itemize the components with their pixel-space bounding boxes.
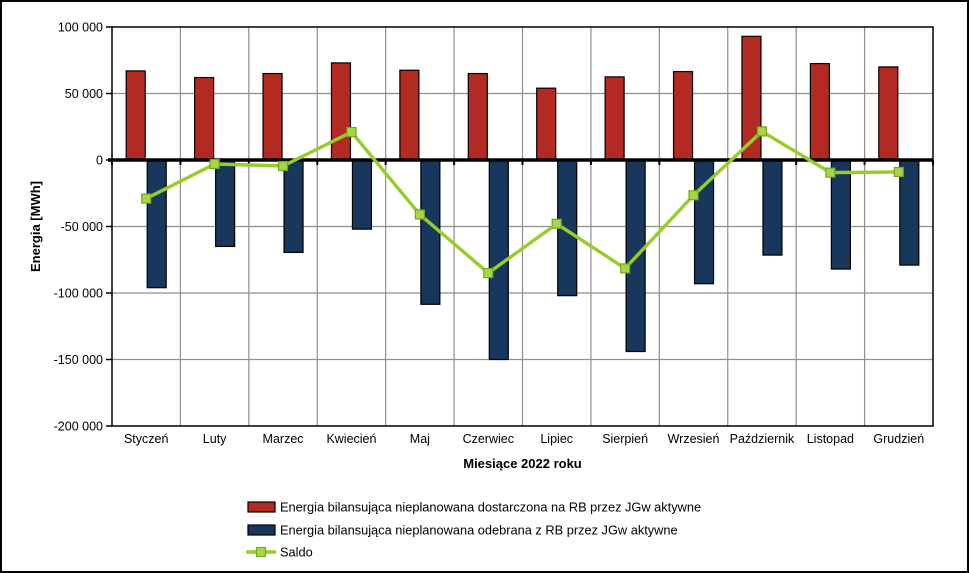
bar-delivered <box>194 76 215 161</box>
x-category-label: Styczeń <box>124 432 169 446</box>
bar-delivered <box>262 72 283 161</box>
y-tick-label: 0 <box>96 154 103 168</box>
bar-delivered <box>672 70 694 161</box>
x-category-label: Sierpień <box>602 432 648 446</box>
legend-marker-saldo <box>255 546 267 558</box>
y-tick-label: 100 000 <box>58 21 103 35</box>
bar-delivered <box>399 69 420 161</box>
x-category-label: Marzec <box>263 432 304 446</box>
saldo-marker <box>551 218 562 229</box>
x-category-label: Wrzesień <box>668 432 720 446</box>
bar-delivered <box>536 87 557 161</box>
legend-label-saldo: Saldo <box>280 545 313 560</box>
saldo-marker <box>688 190 699 201</box>
bar-received <box>146 159 167 289</box>
bar-delivered <box>604 76 625 161</box>
saldo-marker <box>209 158 220 170</box>
saldo-marker <box>141 193 152 204</box>
y-tick-label: -150 000 <box>54 353 103 367</box>
saldo-marker <box>825 167 836 178</box>
saldo-marker <box>483 267 494 279</box>
x-category-label: Luty <box>203 432 227 446</box>
x-category-label: Listopad <box>807 432 854 446</box>
bar-received <box>283 159 304 254</box>
y-tick-label: -50 000 <box>61 220 103 234</box>
x-axis-title: Miesiące 2022 roku <box>463 456 582 471</box>
saldo-marker <box>620 263 631 274</box>
saldo-marker <box>414 209 425 220</box>
bar-received <box>351 159 373 230</box>
y-axis-title: Energia [MWh] <box>28 181 43 272</box>
y-tick-label: 50 000 <box>65 87 103 101</box>
bar-delivered <box>467 72 488 161</box>
legend-label-received: Energia bilansująca nieplanowana odebran… <box>280 523 678 538</box>
saldo-marker <box>893 166 904 178</box>
x-category-label: Lipiec <box>540 432 573 446</box>
bar-delivered <box>125 70 146 161</box>
saldo-line <box>145 129 899 275</box>
x-category-label: Maj <box>410 432 430 446</box>
legend-label-delivered: Energia bilansująca nieplanowana dostarc… <box>280 500 701 515</box>
saldo-marker <box>756 126 768 137</box>
y-tick-label: -200 000 <box>54 420 103 434</box>
y-tick-label: -100 000 <box>54 287 103 301</box>
bar-received <box>762 159 783 256</box>
legend-swatch-delivered <box>247 501 276 513</box>
x-category-label: Grudzień <box>873 432 924 446</box>
bar-delivered <box>330 62 352 161</box>
saldo-marker <box>346 126 357 138</box>
bar-received <box>215 159 236 248</box>
saldo-marker <box>277 160 289 172</box>
bar-delivered <box>809 62 830 161</box>
legend-swatch-received <box>247 524 276 536</box>
x-category-label: Czerwiec <box>463 432 514 446</box>
x-category-label: Październik <box>730 432 795 446</box>
bar-delivered <box>878 66 899 161</box>
bar-received <box>420 159 441 305</box>
x-category-label: Kwiecień <box>326 432 376 446</box>
